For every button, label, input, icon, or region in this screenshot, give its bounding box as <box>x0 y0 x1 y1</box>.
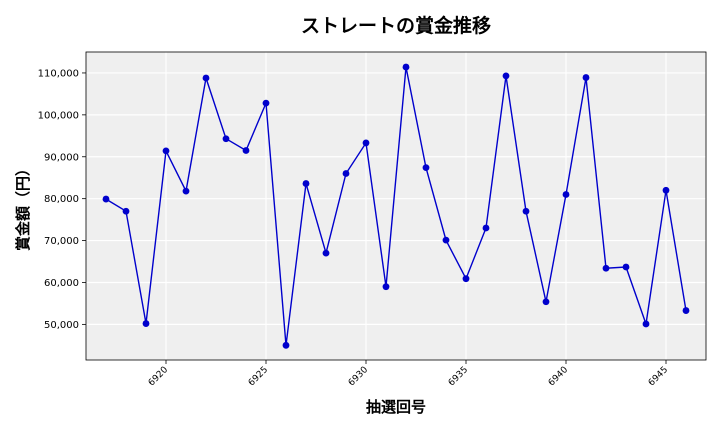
x-axis-label: 抽選回号 <box>366 398 426 416</box>
data-point <box>402 63 410 71</box>
data-point <box>582 74 590 81</box>
y-tick-label: 70,000 <box>44 236 79 247</box>
x-tick-label: 6930 <box>347 365 370 388</box>
data-point <box>302 180 310 187</box>
data-point <box>122 207 130 215</box>
y-tick-label: 100,000 <box>38 110 79 121</box>
data-point <box>242 147 250 154</box>
data-point <box>322 249 330 257</box>
series <box>102 63 690 349</box>
data-point <box>282 341 290 349</box>
plot-area <box>86 52 706 360</box>
data-point <box>562 191 570 198</box>
data-point <box>682 307 690 314</box>
data-point <box>182 187 190 195</box>
x-tick-label: 6945 <box>647 365 670 388</box>
data-point <box>362 139 370 147</box>
data-point <box>542 298 550 306</box>
y-axis-label: 賞金額（円） <box>14 161 32 251</box>
data-point <box>102 195 110 203</box>
y-tick-label: 110,000 <box>38 68 79 79</box>
data-point <box>462 275 470 283</box>
data-point <box>422 164 430 172</box>
data-point <box>662 186 670 194</box>
data-point <box>622 263 630 271</box>
data-point <box>642 320 650 328</box>
y-tick-label: 50,000 <box>44 320 79 331</box>
x-tick-label: 6935 <box>447 365 470 388</box>
y-tick-label: 60,000 <box>44 278 79 289</box>
data-point <box>482 224 490 232</box>
data-point <box>342 170 350 177</box>
data-point <box>602 264 610 272</box>
plot-frame <box>85 51 707 361</box>
data-point <box>202 74 210 82</box>
y-tick-label: 90,000 <box>44 152 79 163</box>
x-tick-label: 6925 <box>247 365 270 388</box>
x-tick-label: 6920 <box>147 365 170 388</box>
y-tick-label: 80,000 <box>44 194 79 205</box>
data-point <box>262 99 270 107</box>
chart-title: ストレートの賞金推移 <box>301 14 491 37</box>
series-line <box>105 66 687 346</box>
data-point <box>382 283 390 291</box>
grid <box>86 52 706 360</box>
data-point <box>442 236 450 244</box>
data-point <box>162 147 170 155</box>
x-tick-label: 6940 <box>547 365 570 388</box>
data-point <box>222 135 230 143</box>
data-point <box>522 207 530 215</box>
data-point <box>142 320 150 327</box>
data-point <box>502 72 510 80</box>
